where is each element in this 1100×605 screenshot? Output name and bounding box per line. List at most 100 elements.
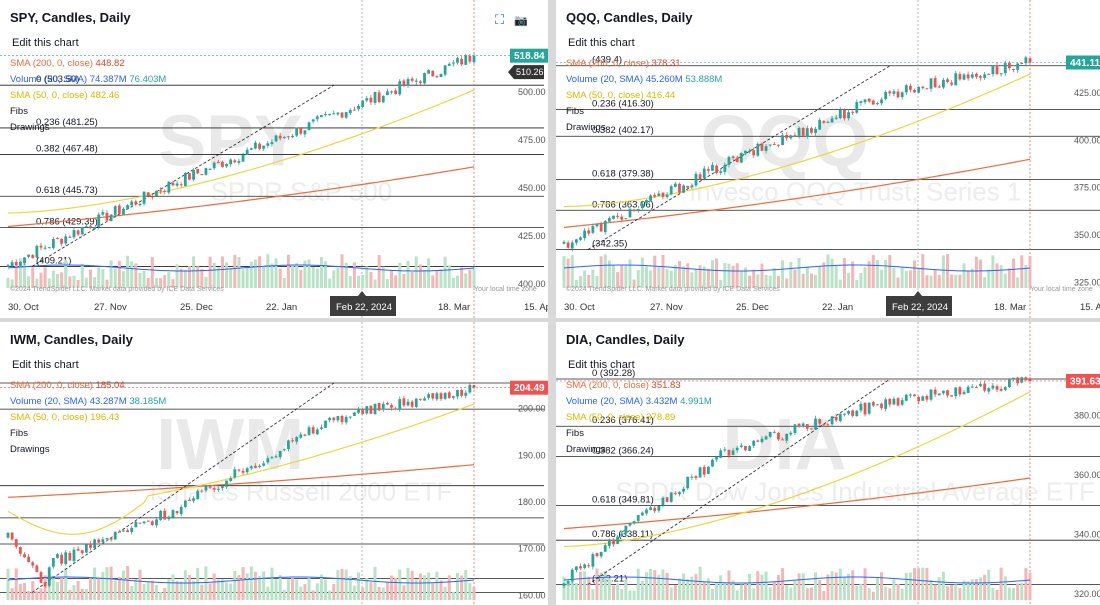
candle-body	[950, 82, 954, 85]
edit-chart-link[interactable]: Edit this chart	[568, 359, 635, 371]
candle-body	[320, 115, 323, 118]
candle-body	[76, 548, 80, 551]
candle-body	[620, 533, 624, 537]
candle-body	[987, 388, 991, 392]
candle-body	[208, 168, 212, 170]
volume-bar	[14, 266, 18, 288]
fib-anchor-line[interactable]	[587, 378, 891, 585]
candle-body	[909, 394, 912, 396]
candle-body	[818, 418, 822, 424]
edit-chart-link[interactable]: Edit this chart	[12, 37, 79, 49]
candle-body	[348, 416, 352, 418]
expand-icon[interactable]: ⛶	[495, 12, 505, 27]
volume-bar	[84, 588, 88, 600]
candle-body	[979, 76, 982, 78]
camera-icon[interactable]: 📷	[514, 15, 528, 27]
candle-body	[863, 402, 867, 415]
candle-body	[423, 73, 426, 84]
candle-body	[636, 209, 640, 212]
candle-body	[739, 152, 743, 163]
volume-bar	[616, 583, 620, 600]
candle-body	[89, 543, 92, 548]
candle-body	[880, 99, 883, 104]
volume-bar	[262, 265, 266, 288]
candle-body	[706, 169, 710, 171]
volume-bar	[451, 591, 455, 600]
volume-bar	[121, 271, 125, 288]
volume-bar	[653, 255, 657, 288]
volume-bar	[146, 277, 150, 288]
volume-bar	[51, 270, 55, 288]
candle-body	[574, 239, 578, 243]
candle-body	[1003, 63, 1007, 74]
fib-anchor-line[interactable]	[587, 65, 891, 250]
candle-body	[826, 424, 830, 426]
legend-drawings: Drawings	[10, 442, 166, 458]
volume-bar	[291, 265, 295, 288]
volume-bar	[995, 589, 999, 600]
candle-body	[72, 549, 76, 562]
volume-bar	[595, 568, 599, 600]
candle-body	[117, 205, 121, 214]
candle-body	[702, 466, 706, 475]
volume-bar	[941, 571, 945, 600]
volume-bar	[719, 575, 723, 600]
volume-bar	[163, 588, 167, 600]
volume-bar	[93, 567, 97, 600]
candle-body	[731, 450, 735, 455]
volume-bar	[295, 263, 299, 288]
volume-bar	[460, 575, 464, 600]
edit-chart-link[interactable]: Edit this chart	[12, 359, 79, 371]
fib-anchor-line[interactable]	[31, 382, 335, 593]
volume-bar	[212, 262, 216, 288]
candle-body	[628, 523, 632, 526]
volume-bar	[855, 279, 859, 288]
edit-chart-link[interactable]: Edit this chart	[568, 37, 635, 49]
volume-bar	[653, 570, 657, 600]
fib-label: (342.35)	[592, 238, 627, 249]
candle-body	[192, 498, 195, 501]
volume-bar	[117, 260, 121, 288]
volume-bar	[225, 582, 229, 600]
volume-bar	[435, 271, 439, 288]
candle-body	[583, 230, 587, 239]
volume-bar	[286, 254, 290, 288]
volume-bar	[291, 577, 295, 600]
candle-body	[398, 81, 402, 95]
volume-bar	[55, 581, 59, 600]
volume-bar	[871, 254, 875, 288]
volume-bar	[814, 274, 818, 288]
candle-body	[645, 200, 648, 204]
candle-body	[678, 492, 681, 495]
candle-body	[410, 78, 414, 81]
candle-body	[155, 190, 158, 197]
volume-bar	[785, 278, 789, 288]
volume-bar	[245, 573, 249, 600]
candle-body	[1016, 63, 1020, 70]
volume-bar	[105, 279, 109, 288]
volume-bar	[249, 261, 253, 288]
chart-panel-spy: SPY SPDR S&P 500 0 (503.50) 0.236 (481.25) 0…	[0, 0, 548, 318]
candle-body	[579, 237, 582, 240]
candle-body	[1028, 379, 1032, 382]
candle-body	[772, 143, 776, 145]
volume-bar	[640, 257, 644, 288]
volume-bar	[657, 267, 661, 288]
volume-bar	[1003, 576, 1007, 600]
volume-bar	[578, 571, 582, 600]
volume-bar	[830, 258, 834, 288]
fib-anchor-line[interactable]	[31, 84, 335, 267]
candle-body	[381, 95, 385, 103]
volume-bar	[336, 570, 340, 600]
candle-body	[686, 186, 690, 188]
candle-body	[603, 220, 607, 233]
volume-bar	[776, 275, 780, 288]
legend-sma50-name: SMA (50, 0, close)	[10, 412, 88, 423]
volume-bar	[867, 588, 871, 600]
candle-body	[772, 431, 776, 433]
volume-bar	[117, 576, 121, 600]
